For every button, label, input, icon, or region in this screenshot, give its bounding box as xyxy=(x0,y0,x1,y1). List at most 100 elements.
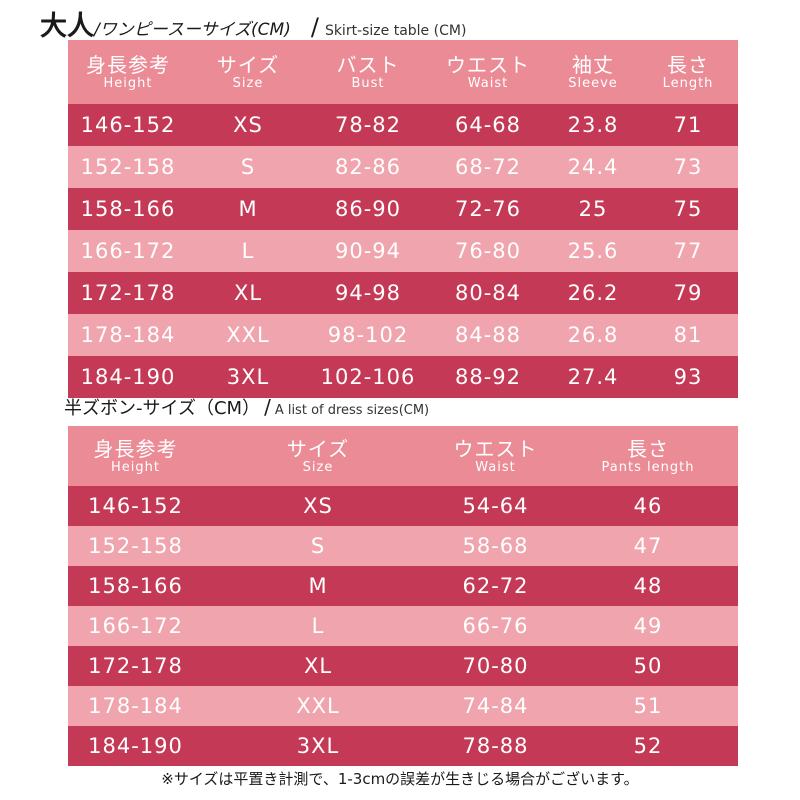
cell-size: L xyxy=(311,614,325,638)
header-height: 身長参考 Height xyxy=(86,52,170,91)
dress-size-table: 身長参考 Height サイズ Size バスト Bust ウエスト Waist 袖丈 S… xyxy=(68,40,738,398)
cell-size: L xyxy=(241,239,255,263)
header-waist: ウエスト Waist xyxy=(446,52,530,91)
title-separator: / xyxy=(310,13,319,41)
cell-pants-length: 49 xyxy=(633,614,663,638)
table-header-row: 身長参考 Height サイズ Size ウエスト Waist 長さ Pants len… xyxy=(68,426,738,486)
cell-waist: 74-84 xyxy=(462,694,529,718)
measurement-note: ※サイズは平置き計測で、1-3cmの誤差が生きじる場合がございます。 xyxy=(161,770,639,788)
title-separator: / xyxy=(264,395,271,419)
cell-height: 178-184 xyxy=(80,323,176,347)
table-row: 152-158 S 82-86 68-72 24.4 73 xyxy=(68,146,738,188)
table-row: 166-172 L 66-76 49 xyxy=(68,606,738,646)
cell-size: XS xyxy=(233,113,263,137)
table-row: 172-178 XL 70-80 50 xyxy=(68,646,738,686)
adult-label: 大人 xyxy=(40,11,94,42)
cell-pants-length: 52 xyxy=(633,734,663,758)
table-row: 184-190 3XL 78-88 52 xyxy=(68,726,738,766)
cell-height: 166-172 xyxy=(80,239,176,263)
cell-height: 146-152 xyxy=(88,494,183,518)
cell-sleeve: 23.8 xyxy=(567,113,619,137)
cell-pants-length: 50 xyxy=(633,654,663,678)
cell-size: XL xyxy=(233,281,263,305)
cell-length: 73 xyxy=(673,155,703,179)
cell-size: 3XL xyxy=(296,734,340,758)
header-waist: ウエスト Waist xyxy=(453,436,538,475)
cell-bust: 90-94 xyxy=(334,239,402,263)
cell-height: 152-158 xyxy=(80,155,176,179)
cell-waist: 78-88 xyxy=(462,734,529,758)
header-pants-length: 長さ Pants length xyxy=(601,436,695,475)
cell-sleeve: 26.8 xyxy=(567,323,619,347)
cell-bust: 94-98 xyxy=(334,281,402,305)
cell-size: S xyxy=(240,155,256,179)
cell-pants-length: 48 xyxy=(633,574,663,598)
cell-height: 166-172 xyxy=(88,614,183,638)
cell-waist: 84-88 xyxy=(454,323,522,347)
table-row: 184-190 3XL 102-106 88-92 27.4 93 xyxy=(68,356,738,398)
table-row: 178-184 XXL 98-102 84-88 26.8 81 xyxy=(68,314,738,356)
header-size: サイズ Size xyxy=(216,52,280,91)
pants-size-title: 半ズボン-サイズ（CM） / A list of dress sizes(CM) xyxy=(64,394,429,430)
table-row: 146-152 XS 78-82 64-68 23.8 71 xyxy=(68,104,738,146)
header-size: サイズ Size xyxy=(286,436,350,475)
cell-waist: 72-76 xyxy=(454,197,522,221)
cell-size: 3XL xyxy=(226,365,270,389)
header-length: 長さ Length xyxy=(662,52,714,91)
cell-bust: 98-102 xyxy=(327,323,409,347)
header-height: 身長参考 Height xyxy=(93,436,178,475)
cell-waist: 80-84 xyxy=(454,281,522,305)
cell-size: M xyxy=(308,574,328,598)
cell-waist: 66-76 xyxy=(462,614,529,638)
table-header-row: 身長参考 Height サイズ Size バスト Bust ウエスト Waist 袖丈 S… xyxy=(68,40,738,104)
header-sleeve: 袖丈 Sleeve xyxy=(568,52,618,91)
cell-sleeve: 25 xyxy=(578,197,608,221)
dress-size-title-en: Skirt-size table (CM) xyxy=(324,23,467,39)
cell-sleeve: 26.2 xyxy=(567,281,619,305)
cell-height: 146-152 xyxy=(80,113,176,137)
cell-length: 81 xyxy=(673,323,703,347)
cell-length: 79 xyxy=(673,281,703,305)
cell-height: 184-190 xyxy=(88,734,183,758)
cell-size: XS xyxy=(303,494,333,518)
table-row: 158-166 M 86-90 72-76 25 75 xyxy=(68,188,738,230)
table-row: 178-184 XXL 74-84 51 xyxy=(68,686,738,726)
cell-size: XXL xyxy=(296,694,340,718)
cell-height: 178-184 xyxy=(88,694,183,718)
table-row: 152-158 S 58-68 47 xyxy=(68,526,738,566)
cell-size: M xyxy=(238,197,258,221)
cell-pants-length: 51 xyxy=(633,694,663,718)
header-bust: バスト Bust xyxy=(336,52,400,91)
cell-height: 152-158 xyxy=(88,534,183,558)
cell-height: 184-190 xyxy=(80,365,176,389)
cell-sleeve: 27.4 xyxy=(567,365,619,389)
cell-bust: 86-90 xyxy=(334,197,402,221)
cell-height: 172-178 xyxy=(80,281,176,305)
pants-size-title-jp: 半ズボン-サイズ（CM） xyxy=(64,398,261,419)
cell-bust: 78-82 xyxy=(334,113,402,137)
cell-waist: 54-64 xyxy=(462,494,529,518)
table-row: 172-178 XL 94-98 80-84 26.2 79 xyxy=(68,272,738,314)
cell-waist: 70-80 xyxy=(462,654,529,678)
cell-length: 77 xyxy=(673,239,703,263)
cell-waist: 76-80 xyxy=(454,239,522,263)
cell-length: 71 xyxy=(673,113,703,137)
cell-waist: 58-68 xyxy=(462,534,529,558)
cell-sleeve: 24.4 xyxy=(567,155,619,179)
cell-height: 158-166 xyxy=(80,197,176,221)
table-row: 146-152 XS 54-64 46 xyxy=(68,486,738,526)
table-row: 158-166 M 62-72 48 xyxy=(68,566,738,606)
pants-size-title-en: A list of dress sizes(CM) xyxy=(274,403,430,418)
cell-waist: 68-72 xyxy=(454,155,522,179)
cell-waist: 64-68 xyxy=(454,113,522,137)
cell-size: XXL xyxy=(226,323,270,347)
cell-waist: 62-72 xyxy=(462,574,529,598)
cell-waist: 88-92 xyxy=(454,365,522,389)
cell-size: XL xyxy=(303,654,333,678)
dress-size-title: 大人 /ワンピースーサイズ(CM) / Skirt-size table (CM… xyxy=(40,4,467,42)
cell-sleeve: 25.6 xyxy=(567,239,619,263)
cell-height: 158-166 xyxy=(88,574,183,598)
table-row: 166-172 L 90-94 76-80 25.6 77 xyxy=(68,230,738,272)
cell-pants-length: 46 xyxy=(633,494,663,518)
pants-size-table: 身長参考 Height サイズ Size ウエスト Waist 長さ Pants len… xyxy=(68,426,738,766)
